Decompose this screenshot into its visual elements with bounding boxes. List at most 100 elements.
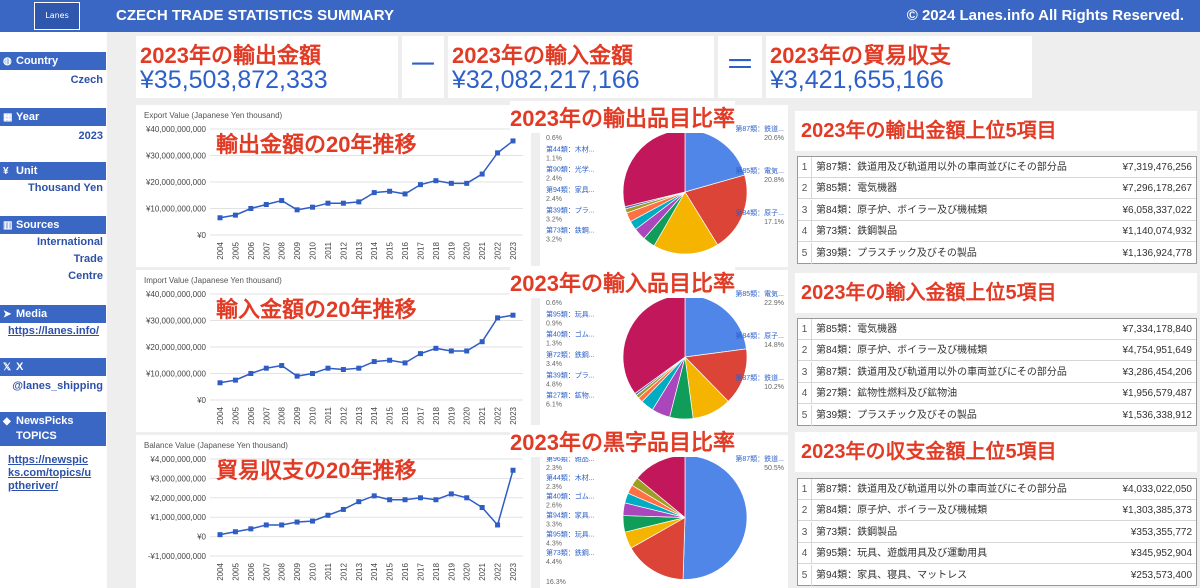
data-point — [479, 505, 485, 510]
data-point — [510, 467, 516, 473]
data-point — [417, 351, 423, 357]
amount-cell: ¥345,952,904 — [1130, 548, 1192, 560]
x-tick-label: 2021 — [478, 406, 487, 424]
x-tick-label: 2009 — [293, 406, 302, 424]
balance-top5-table: 1 第87類：鉄道用及び軌道用以外の車両並びにその部分品 ¥4,033,022,05… — [797, 478, 1197, 586]
page-title: CZECH TRADE STATISTICS SUMMARY — [116, 7, 395, 24]
data-point — [294, 207, 300, 213]
export-top5-table: 1 第87類：鉄道用及び軌道用以外の車両並びにその部分品 ¥7,319,476,25… — [797, 156, 1197, 264]
minus-operator: － — [402, 36, 444, 98]
pie-label-right: 第85類：電気... — [735, 166, 784, 175]
x-tick-label: 2004 — [216, 562, 225, 580]
media-link[interactable]: https://lanes.info/ — [8, 325, 100, 337]
export-kpi-title: 2023年の輸出金額 — [140, 43, 321, 68]
data-point — [479, 339, 485, 345]
newspicks-link-line-1[interactable]: https://newspic — [8, 454, 89, 466]
rank-cell: 3 — [798, 199, 812, 221]
import-kpi-title: 2023年の輸入金額 — [452, 43, 633, 68]
pie-pct-left: 4.8% — [546, 381, 562, 388]
x-tick-label: 2007 — [262, 562, 271, 580]
export-pie-chart: 第61類：衣類...0.6%第44類：木材...1.1%第90類：光学...2.… — [546, 116, 784, 255]
pie-pct-right: 22.9% — [764, 300, 784, 307]
item-name-cell: 第39類：プラスチック及びその製品 — [816, 247, 977, 259]
paper-plane-icon: ➤ — [3, 309, 12, 320]
x-tick-label: 2020 — [463, 406, 472, 424]
export-pie-title: 2023年の輸出品目比率 — [510, 101, 735, 133]
x-handle[interactable]: @lanes_shipping — [12, 380, 103, 392]
export-kpi: 2023年の輸出金額 ¥35,503,872,333 — [136, 36, 398, 98]
balance-line-chart: Balance Value (Japanese Yen thousand) -¥1… — [144, 441, 523, 581]
unit-value: Thousand Yen — [28, 182, 103, 194]
pie-pct-right: 20.6% — [764, 135, 784, 142]
x-tick-label: 2006 — [247, 562, 256, 580]
import-pie-panel: 第44類：木材...0.6%第95類：玩具...0.9%第40類：ゴム...1.… — [510, 266, 788, 432]
x-tick-label: 2023 — [509, 562, 518, 580]
x-tick-label: 2007 — [262, 406, 271, 424]
newspicks-link-line-2[interactable]: ks.com/topics/u — [8, 467, 92, 479]
pie-label-left: 第73類：鉄鋼... — [546, 226, 595, 235]
item-name-cell: 第27類：鉱物性燃料及び鉱物油 — [816, 388, 958, 400]
sources-line-3: Centre — [68, 270, 103, 282]
import-line-chart: Import Value (Japanese Yen thousand) ¥0 ¥1… — [144, 276, 523, 425]
item-name-cell: 第39類：プラスチック及びその製品 — [816, 409, 977, 421]
amount-cell: ¥1,136,924,778 — [1122, 247, 1192, 259]
pie-pct-right: 20.8% — [764, 177, 784, 184]
table-row: 3 第73類：鉄鋼製品 ¥353,355,772 — [798, 521, 1196, 543]
newspicks-label: ◆ NewsPicks TOPICS — [0, 412, 106, 446]
data-point — [325, 365, 331, 371]
x-logo-icon: 𝕏 — [3, 362, 12, 373]
item-name-cell: 第73類：鉄鋼製品 — [816, 526, 898, 538]
x-tick-label: 2012 — [339, 241, 348, 259]
y-tick-label: ¥2,000,000,000 — [149, 494, 206, 503]
copyright-text: © 2024 Lanes.info All Rights Reserved. — [906, 7, 1184, 24]
y-tick-label: ¥30,000,000,000 — [145, 317, 207, 326]
y-tick-label: ¥10,000,000,000 — [145, 370, 207, 379]
pie-label-left: 第27類：鉱物... — [546, 391, 595, 400]
globe-icon: ◍ — [3, 56, 12, 67]
line-chart-title: Balance Value (Japanese Yen thousand) — [144, 441, 288, 450]
amount-cell: ¥1,140,074,932 — [1122, 226, 1192, 238]
pie-slice — [684, 294, 747, 358]
amount-cell: ¥253,573,400 — [1130, 569, 1192, 581]
pie-pct-left: 3.2% — [546, 237, 562, 244]
data-point — [294, 519, 300, 525]
item-name-cell: 第84類：原子炉、ボイラー及び機械類 — [816, 204, 988, 216]
x-tick-label: 2013 — [355, 406, 364, 424]
line-chart-title: Export Value (Japanese Yen thousand) — [144, 111, 283, 120]
table-row: 3 第87類：鉄道用及び軌道用以外の車両並びにその部分品 ¥3,286,454,20… — [798, 361, 1196, 383]
line-chart-title: Import Value (Japanese Yen thousand) — [144, 276, 282, 285]
pie-label-left: 第94類：家具... — [546, 185, 595, 194]
pie-pct-left: 3.4% — [546, 361, 562, 368]
year-label: ▦ Year — [0, 108, 106, 126]
data-point — [310, 518, 316, 524]
pie-pct-right: 10.2% — [764, 384, 784, 391]
x-tick-label: 2022 — [494, 562, 503, 580]
data-point — [217, 532, 223, 538]
balance-kpi-title: 2023年の貿易収支 — [770, 43, 951, 68]
data-point — [464, 348, 470, 354]
x-tick-label: 2010 — [309, 406, 318, 424]
newspicks-label-line-2: TOPICS — [16, 430, 57, 442]
amount-cell: ¥7,319,476,256 — [1122, 162, 1192, 173]
x-tick-label: 2022 — [494, 241, 503, 259]
lanes-logo[interactable]: Lanes — [34, 2, 80, 30]
x-tick-label: 2019 — [447, 406, 456, 424]
table-row: 3 第84類：原子炉、ボイラー及び機械類 ¥6,058,337,022 — [798, 199, 1196, 221]
data-point — [464, 495, 470, 501]
table-row: 1 第85類：電気機器 ¥7,334,178,840 — [798, 319, 1196, 340]
item-name-cell: 第87類：鉄道用及び軌道用以外の車両並びにその部分品 — [816, 366, 1067, 378]
x-tick-label: 2019 — [447, 241, 456, 259]
newspicks-link-line-3[interactable]: ptheriver/ — [8, 480, 59, 492]
pie-label-right: 第87類：鉄道... — [735, 454, 784, 463]
data-point — [232, 377, 238, 383]
pie-pct-left: 1.1% — [546, 155, 562, 162]
pie-label-left: 第40類：ゴム... — [546, 492, 595, 501]
amount-cell: ¥4,754,951,649 — [1122, 345, 1192, 357]
data-point — [340, 506, 346, 512]
data-point — [217, 215, 223, 221]
rank-cell: 1 — [798, 157, 812, 178]
media-label-text: Media — [16, 308, 48, 320]
country-value: Czech — [70, 74, 103, 86]
